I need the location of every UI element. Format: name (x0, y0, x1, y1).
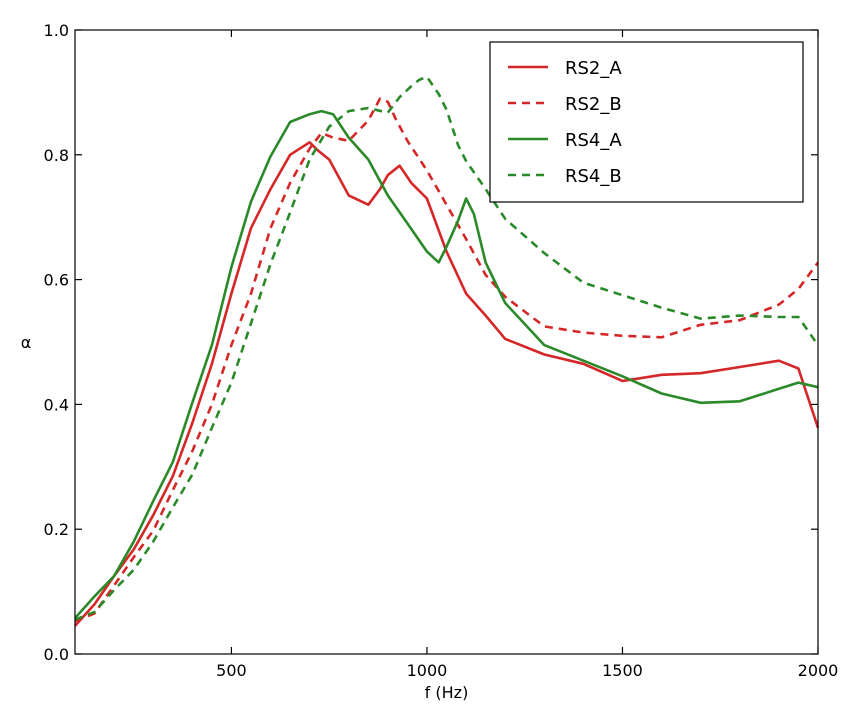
legend-label-rs4-a: RS4_A (565, 130, 622, 151)
x-tick-label: 500 (216, 661, 247, 680)
series-line-rs4-b (74, 75, 820, 621)
legend: RS2_A RS2_B RS4_A RS4_B (489, 41, 804, 203)
y-tick-label: 0.0 (44, 645, 69, 664)
legend-box (489, 41, 804, 203)
plot-frame (74, 29, 819, 655)
ticks-layer: 500 1000 1500 2000 0.0 0.2 0.4 0.6 0.8 1.0 (44, 21, 839, 680)
x-axis-title: f (Hz) (425, 683, 469, 702)
y-axis-title: α (21, 333, 32, 352)
series-line-rs2-a (74, 141, 820, 627)
y-tick-label: 0.4 (44, 395, 69, 414)
y-tick-label: 0.2 (44, 520, 69, 539)
series-layer (74, 75, 820, 627)
y-tick-label: 0.8 (44, 146, 69, 165)
legend-label-rs2-b: RS2_B (565, 94, 622, 115)
series-line-rs4-a (74, 109, 819, 619)
y-tick-label: 1.0 (44, 21, 69, 40)
x-tick-label: 2000 (798, 661, 839, 680)
legend-label-rs4-b: RS4_B (565, 166, 622, 187)
legend-label-rs2-a: RS2_A (565, 58, 622, 79)
series-line-rs2-b (74, 97, 820, 623)
y-tick-label: 0.6 (44, 271, 69, 290)
x-tick-label: 1000 (407, 661, 448, 680)
x-tick-label: 1500 (602, 661, 643, 680)
